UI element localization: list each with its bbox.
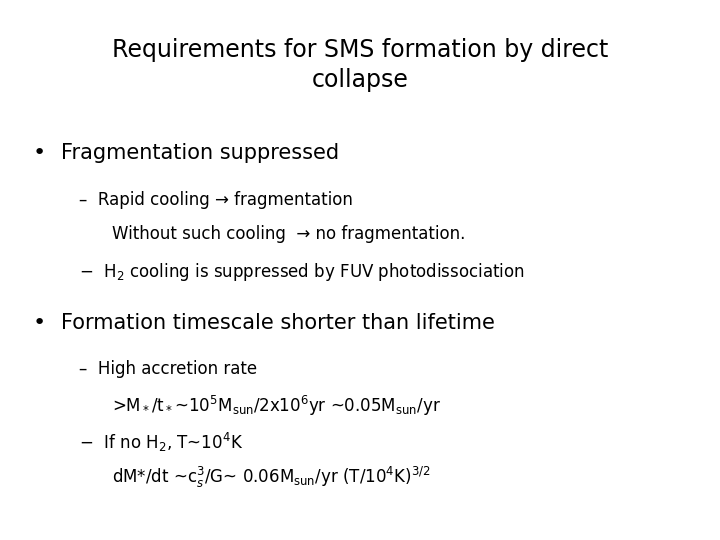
Text: –  High accretion rate: – High accretion rate: [79, 360, 257, 378]
Text: Requirements for SMS formation by direct
collapse: Requirements for SMS formation by direct…: [112, 38, 608, 92]
Text: dM*/dt ~c$_s^3$/G~ 0.06M$_{\rm sun}$/yr (T/10$^4$K)$^{3/2}$: dM*/dt ~c$_s^3$/G~ 0.06M$_{\rm sun}$/yr …: [112, 465, 431, 490]
Text: $-$  If no H$_2$, T~10$^4$K: $-$ If no H$_2$, T~10$^4$K: [79, 431, 243, 454]
Text: –  Rapid cooling → fragmentation: – Rapid cooling → fragmentation: [79, 191, 353, 208]
Text: Without such cooling  → no fragmentation.: Without such cooling → no fragmentation.: [112, 225, 465, 242]
Text: Formation timescale shorter than lifetime: Formation timescale shorter than lifetim…: [61, 313, 495, 333]
Text: Fragmentation suppressed: Fragmentation suppressed: [61, 143, 339, 163]
Text: •: •: [32, 143, 45, 163]
Text: $-$  H$_2$ cooling is suppressed by FUV photodissociation: $-$ H$_2$ cooling is suppressed by FUV p…: [79, 261, 525, 284]
Text: >M$_*$/t$_*$~10$^5$M$_{\rm sun}$/2x10$^6$yr ~0.05M$_{\rm sun}$/yr: >M$_*$/t$_*$~10$^5$M$_{\rm sun}$/2x10$^6…: [112, 394, 441, 418]
Text: •: •: [32, 313, 45, 333]
